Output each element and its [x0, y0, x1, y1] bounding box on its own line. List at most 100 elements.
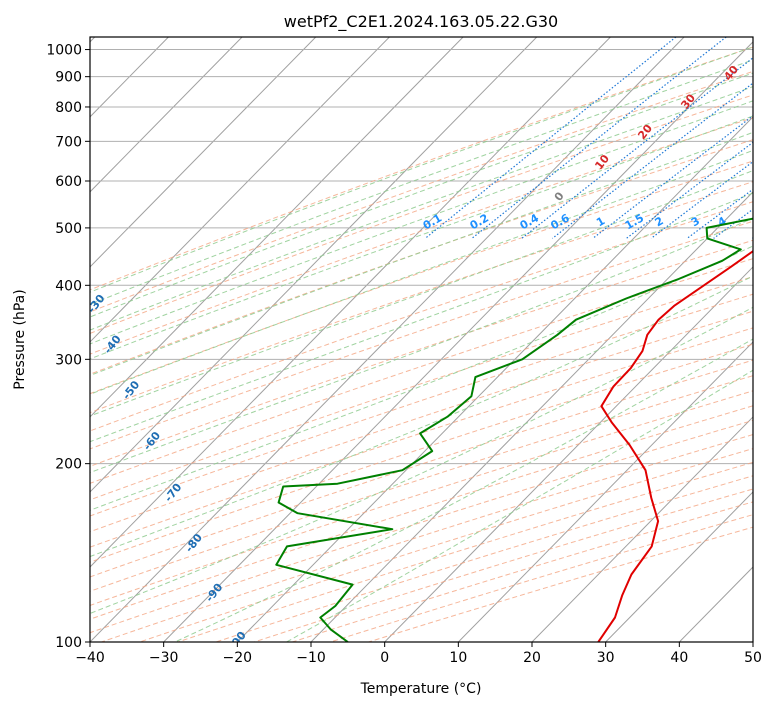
moist-adiabat-line — [90, 217, 753, 474]
moist-adiabat-line — [90, 46, 753, 293]
isotherm-line — [531, 416, 753, 642]
isotherm-line — [90, 37, 538, 493]
y-tick-label: 100 — [55, 635, 82, 651]
y-tick-label: 400 — [55, 278, 82, 294]
dry-adiabat-line — [90, 327, 753, 548]
dry-adiabat-line — [330, 514, 753, 642]
moist-adiabat-line — [90, 86, 753, 331]
y-tick-label: 800 — [55, 100, 82, 116]
x-tick-label: 50 — [744, 650, 762, 666]
dry-adiabat-line — [90, 201, 753, 432]
isotherm-line — [90, 37, 243, 193]
y-axis-label: Pressure (hPa) — [12, 289, 28, 389]
mixing-ratio-line — [650, 160, 753, 239]
mixing-ratio-label: 6 — [754, 214, 767, 229]
isotherm-line — [457, 341, 753, 642]
moist-adiabat-line — [90, 169, 753, 417]
dry-adiabat-line — [177, 461, 753, 642]
chart-title: wetPf2_C2E1.2024.163.05.22.G30 — [284, 12, 558, 32]
theta-e-label: 10 — [592, 152, 612, 172]
mixing-ratio-line — [552, 82, 753, 239]
isotherm-line — [605, 491, 753, 642]
dry-adiabat-line — [292, 501, 753, 642]
theta-label: -60 — [141, 429, 164, 453]
y-axis-ticks: 100 200 300 400 500 600 700 800 900 1000 — [46, 43, 90, 651]
isotherm-line — [163, 41, 753, 642]
y-tick-label: 500 — [55, 221, 82, 237]
mixing-ratio-lines — [424, 37, 753, 239]
dry-adiabat-line — [90, 276, 753, 501]
isotherm-line — [90, 37, 317, 268]
x-tick-label: −40 — [75, 650, 105, 666]
x-tick-label: −10 — [296, 650, 326, 666]
isotherm-line — [90, 37, 390, 343]
theta-label: -70 — [162, 481, 185, 505]
theta-e-label: 0 — [552, 189, 567, 203]
moist-adiabat-line — [90, 131, 753, 377]
isotherm-lines — [90, 37, 753, 642]
y-tick-label: 900 — [55, 70, 82, 86]
isotherm-line — [90, 37, 611, 568]
dry-adiabat-line — [90, 94, 753, 334]
sounding-series — [275, 217, 753, 642]
dry-adiabat-line — [90, 293, 753, 517]
y-tick-label: 300 — [55, 352, 82, 368]
mixing-ratio-label: 2 — [653, 214, 666, 229]
mixing-ratio-line — [424, 37, 677, 239]
x-tick-label: 40 — [670, 650, 688, 666]
theta-e-label: 30 — [678, 91, 698, 111]
x-tick-label: 10 — [449, 650, 467, 666]
moist-adiabat-line — [90, 306, 753, 614]
mixing-ratio-label: 0.1 — [421, 211, 444, 232]
dewpoint-profile-line — [275, 217, 753, 642]
mixing-ratio-label: 4 — [715, 214, 728, 229]
y-tick-label: 600 — [55, 174, 82, 190]
moist-adiabat-line — [174, 338, 753, 642]
dry-adiabat-line — [101, 434, 753, 642]
isotherm-line — [236, 116, 753, 642]
theta-e-label: 20 — [635, 122, 655, 142]
y-tick-label: 1000 — [46, 43, 82, 59]
dry-adiabat-line — [90, 359, 753, 578]
mixing-ratio-line — [471, 37, 727, 239]
x-tick-label: −20 — [223, 650, 253, 666]
isotherm-line — [90, 37, 464, 418]
theta-label: -30 — [85, 292, 108, 316]
mixing-ratio-line — [713, 208, 753, 239]
dry-adiabat-line — [90, 46, 753, 291]
isopleth-labels: -100-90-80-70-60-50-40-30-20-10 0.1 0.2 0.4… — [69, 63, 767, 642]
dry-adiabat-line — [90, 258, 753, 484]
y-tick-label: 200 — [55, 457, 82, 473]
dry-adiabat-line — [90, 160, 753, 395]
dry-adiabat-line — [139, 448, 753, 642]
theta-label: -80 — [183, 531, 206, 555]
isotherm-line — [752, 641, 753, 642]
dry-adiabat-line — [90, 343, 753, 563]
mixing-ratio-label: 3 — [689, 214, 702, 229]
moist-adiabat-line — [90, 115, 753, 360]
moist-adiabats — [90, 46, 753, 642]
moist-adiabat-line — [286, 369, 753, 642]
dry-adiabat-line — [215, 475, 753, 642]
theta-label: -20 — [69, 251, 92, 275]
mixing-ratio-line — [751, 237, 753, 239]
moist-adiabat-line — [90, 149, 753, 395]
x-tick-label: −30 — [149, 650, 179, 666]
dry-adiabat-line — [90, 419, 753, 634]
mixing-ratio-line — [521, 56, 753, 239]
mixing-ratio-line — [592, 114, 753, 239]
isotherm-line — [90, 37, 685, 642]
x-tick-label: 20 — [523, 650, 541, 666]
plot-frame — [89, 36, 754, 643]
isotherm-line — [678, 566, 753, 642]
x-axis-ticks: −40 −30 −20 −10 0 10 20 30 40 50 — [75, 642, 762, 666]
y-tick-label: 700 — [55, 134, 82, 150]
dry-adiabat-line — [90, 239, 753, 467]
isotherm-line — [384, 266, 753, 642]
plot-area: -100-90-80-70-60-50-40-30-20-10 0.1 0.2 0.4… — [69, 37, 767, 642]
temperature-profile-line — [597, 249, 753, 642]
x-tick-label: 30 — [597, 650, 615, 666]
dry-adiabat-line — [90, 70, 753, 313]
x-tick-label: 0 — [380, 650, 389, 666]
